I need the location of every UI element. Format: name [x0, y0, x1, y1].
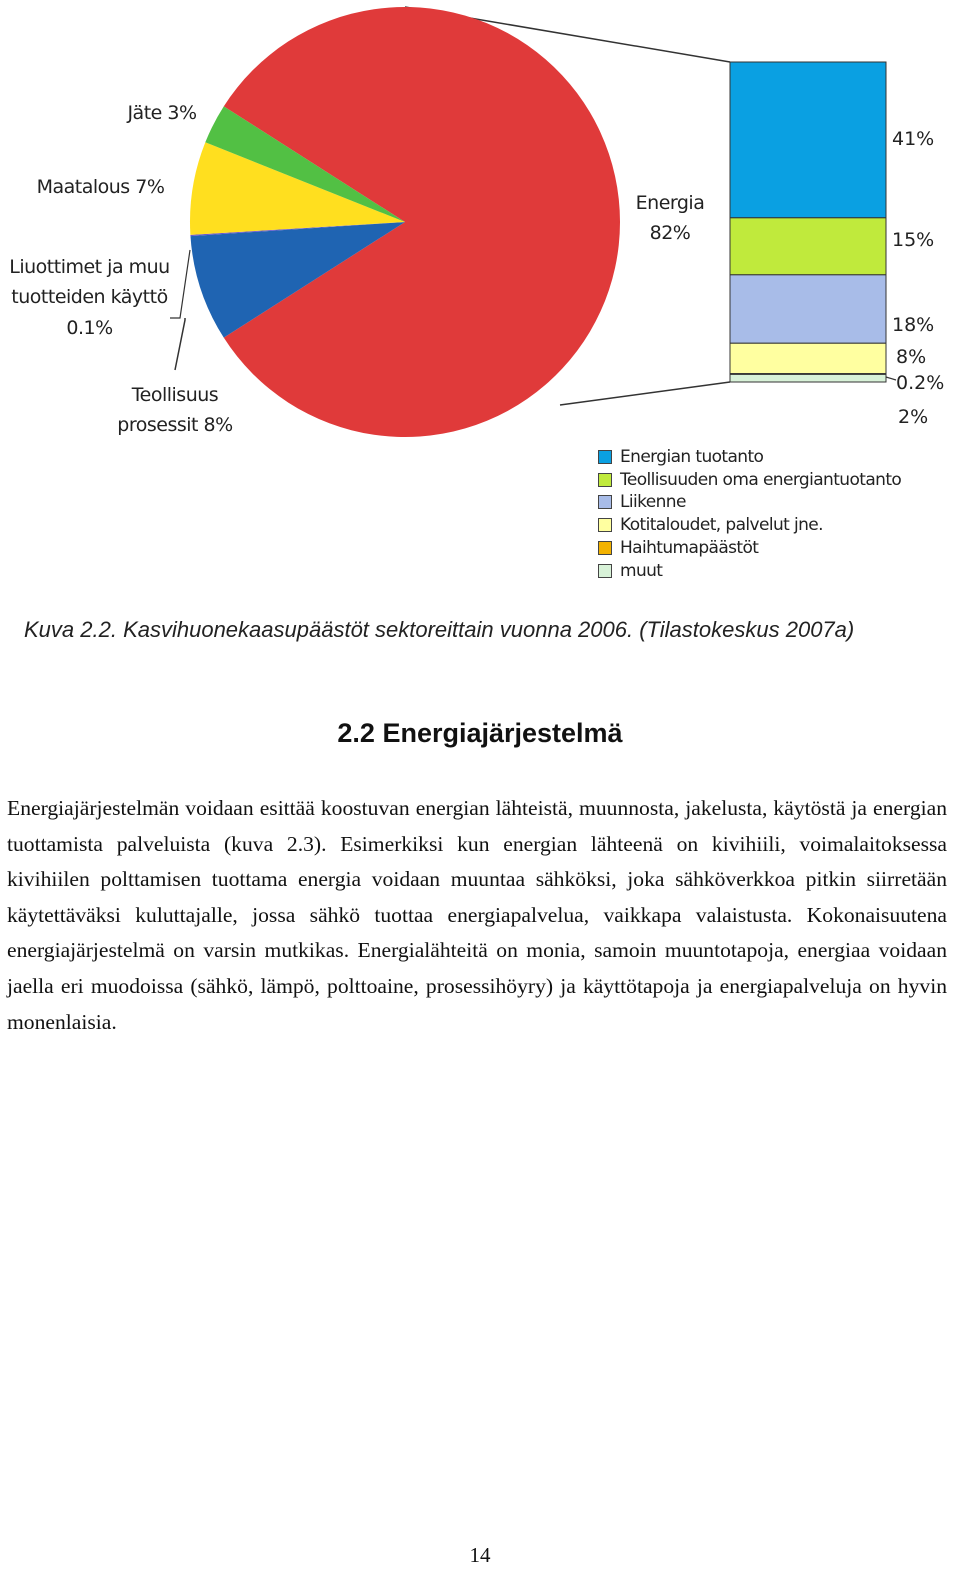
leader-line — [170, 249, 191, 319]
legend-swatch — [598, 540, 612, 555]
slice-label: Maatalous 7% — [18, 172, 183, 202]
paragraph: Energiajärjestelmän voidaan esittää koos… — [7, 796, 947, 1034]
legend-swatch — [598, 518, 612, 533]
legend-swatch — [598, 472, 612, 487]
legend-label: Liikenne — [620, 492, 686, 513]
bar-segment — [729, 217, 887, 276]
slice-label: Liuottimet ja muu tuotteiden käyttö 0.1% — [2, 252, 177, 343]
legend-swatch — [598, 450, 612, 464]
pie-slice — [205, 106, 405, 222]
bar-value-label: 8% — [896, 346, 927, 368]
slice-name: Energia — [635, 192, 705, 214]
legend-entry: Teollisuuden oma energiantuotanto — [598, 469, 902, 490]
pie-slice — [190, 222, 405, 338]
legend-entry: Energian tuotanto — [598, 447, 764, 467]
legend-entry: Haihtumapäästöt — [598, 537, 759, 558]
legend-label: Teollisuuden oma energiantuotanto — [620, 469, 902, 490]
slice-value: 8% — [203, 414, 234, 437]
legend-label: muut — [620, 560, 663, 581]
connector — [559, 381, 731, 406]
pie-slice — [223, 6, 620, 437]
slice-value: 7% — [135, 176, 165, 198]
chart — [170, 6, 897, 437]
bar-segment — [729, 373, 887, 383]
legend-entry: Liikenne — [598, 492, 686, 512]
bar-segment — [729, 342, 887, 375]
leader-line — [174, 318, 186, 371]
slice-label: Teollisuus prosessit 8% — [110, 380, 240, 441]
caption: Kuva 2.2. Kasvihuonekaasupäästöt sektore… — [24, 617, 855, 642]
slice-name: Jäte — [127, 102, 162, 124]
leader-line — [885, 376, 897, 381]
bar-value-label: 0.2% — [896, 372, 945, 394]
legend-swatch — [598, 563, 612, 578]
pie-slice — [190, 142, 405, 235]
bar-value-label: 15% — [892, 229, 935, 251]
legend-entry: Kotitaloudet, palvelut jne. — [598, 515, 824, 536]
slice-value: 3% — [167, 102, 197, 124]
slice-label: Jäte 3% — [112, 98, 212, 128]
pie-slice — [190, 222, 405, 237]
bar-segment — [729, 274, 887, 344]
slice-value: 82% — [649, 222, 691, 245]
heading: 2.2 Energiajärjestelmä — [337, 718, 623, 748]
slice-name: Liuottimet ja muu tuotteiden käyttö — [9, 256, 170, 309]
page-number: 14 — [469, 1543, 491, 1567]
slice-value: 0.1% — [66, 316, 113, 339]
slice-label: Energia 82% — [615, 188, 725, 249]
slice-name: Maatalous — [36, 176, 131, 198]
bar-value-label: 41% — [892, 128, 935, 150]
bar-value-label: 18% — [892, 314, 935, 336]
bar-value-label: 2% — [898, 406, 929, 428]
legend-label: Energian tuotanto — [620, 447, 764, 467]
legend-entry: muut — [598, 560, 663, 581]
slice-name: Teollisuus prosessit — [117, 384, 219, 437]
legend-swatch — [598, 495, 612, 510]
legend-label: Haihtumapäästöt — [620, 537, 759, 558]
bar-segment — [729, 61, 887, 219]
legend-label: Kotitaloudet, palvelut jne. — [620, 515, 824, 536]
